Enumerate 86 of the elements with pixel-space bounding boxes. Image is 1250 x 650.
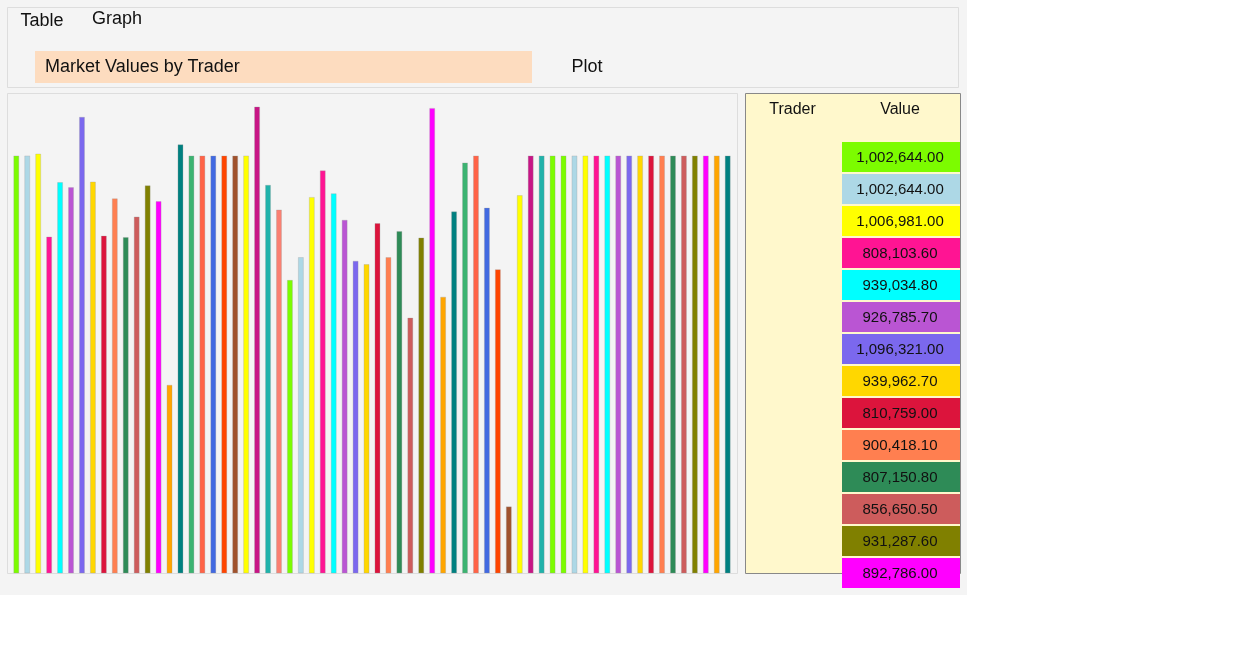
bar: [725, 155, 731, 574]
text: Graph: [91, 8, 143, 28]
bar: [517, 195, 523, 574]
bar: [79, 117, 85, 574]
chart-title: Market Values by Trader: [45, 56, 240, 76]
bar: [101, 235, 107, 574]
bar: [90, 181, 96, 574]
bar: [571, 155, 578, 574]
bar: [648, 155, 654, 574]
text: 808,103.60: [862, 244, 938, 261]
bar: [484, 207, 490, 574]
text: 892,786.00: [862, 564, 938, 581]
text: 1,006,981.00: [856, 212, 944, 229]
bar: [210, 155, 216, 574]
bar: [199, 155, 206, 574]
text: 1,096,321.00: [856, 340, 944, 357]
bar: [670, 155, 676, 574]
text: 807,150.80: [862, 468, 938, 485]
bar: [681, 155, 687, 574]
bar: [692, 155, 698, 574]
text: 1,002,644.00: [856, 180, 944, 197]
bar: [134, 216, 140, 574]
bar: [604, 155, 610, 574]
bar: [177, 144, 184, 574]
bar: [166, 385, 173, 574]
bar: [418, 237, 424, 574]
text: Table: [20, 10, 64, 30]
bar: [287, 280, 293, 574]
bar: [549, 155, 556, 574]
bar: [352, 261, 359, 574]
bar: [254, 106, 260, 574]
text: 900,418.10: [862, 436, 938, 453]
bar: [374, 223, 381, 574]
bar: [276, 209, 282, 574]
bar: [188, 155, 195, 574]
bar: [637, 155, 643, 574]
text: 939,034.80: [862, 276, 938, 293]
bar: [659, 155, 665, 574]
bar: [232, 155, 238, 574]
bar: [528, 155, 534, 574]
bar: [13, 155, 19, 574]
text: Value: [880, 100, 920, 117]
bar: [506, 506, 512, 574]
bar: [473, 155, 479, 574]
bar: [341, 220, 348, 574]
bar: [385, 257, 392, 574]
text: Plot: [571, 56, 603, 76]
bar: [243, 155, 249, 574]
bar: [440, 296, 446, 574]
bar: [396, 231, 403, 574]
bar: [265, 185, 271, 574]
bar: [495, 269, 501, 574]
text: 1,002,644.00: [856, 148, 944, 165]
bar: [714, 155, 720, 574]
bar: [221, 155, 227, 574]
bar: [309, 197, 315, 574]
bar: [462, 162, 468, 574]
bar: [298, 257, 304, 574]
bar: [407, 317, 413, 574]
bar: [363, 264, 370, 574]
text: 939,962.70: [862, 372, 938, 389]
bar: [144, 185, 151, 574]
bar: [155, 201, 162, 574]
text: 810,759.00: [862, 404, 938, 421]
bar: [331, 193, 337, 574]
bar: [560, 155, 567, 574]
bar: [46, 236, 52, 574]
text: 856,650.50: [862, 500, 938, 517]
text: Trader: [769, 100, 817, 117]
bar: [538, 155, 545, 574]
bar: [68, 187, 74, 574]
bar: [615, 155, 621, 574]
text: 931,287.60: [862, 532, 938, 549]
bar: [582, 155, 589, 574]
bar: [24, 155, 30, 574]
bar: [626, 155, 632, 574]
bar: [593, 155, 600, 574]
bar: [35, 153, 41, 574]
bar: [112, 198, 118, 574]
bar: [703, 155, 709, 574]
bar: [123, 237, 129, 574]
bar: [429, 108, 435, 574]
text: 926,785.70: [862, 308, 938, 325]
bar: [57, 182, 63, 574]
bar: [320, 170, 326, 574]
bar: [451, 211, 457, 574]
